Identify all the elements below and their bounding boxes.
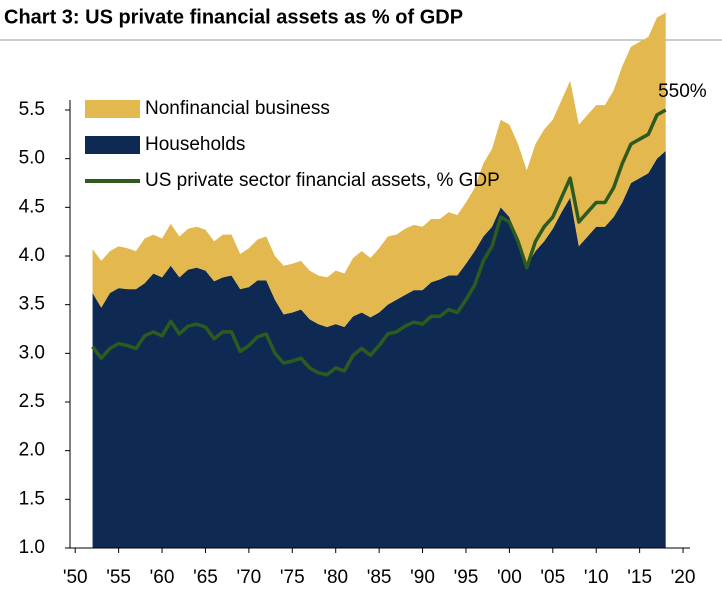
legend-label: Nonfinancial business	[145, 98, 330, 119]
y-tick-label: 2.0	[19, 440, 45, 461]
x-tick-label: '70	[236, 567, 261, 588]
x-tick-label: '15	[627, 567, 652, 588]
y-tick-label: 3.5	[19, 294, 45, 315]
x-tick-label: '50	[63, 567, 88, 588]
y-tick-label: 4.5	[19, 196, 45, 217]
x-tick-label: '55	[106, 567, 131, 588]
area	[92, 12, 666, 328]
y-tick-label: 2.5	[19, 391, 45, 412]
y-tick-label: 1.0	[19, 537, 45, 558]
y-tick-label: 5.5	[19, 99, 45, 120]
x-tick-label: '75	[280, 567, 305, 588]
x-tick-label: '10	[584, 567, 609, 588]
x-tick-label: '90	[410, 567, 435, 588]
annotation: 550%	[658, 81, 707, 102]
y-tick-label: 1.5	[19, 488, 45, 509]
legend-label: Households	[145, 134, 245, 155]
x-tick-label: '80	[323, 567, 348, 588]
x-tick-label: '95	[454, 567, 479, 588]
y-tick-label: 4.0	[19, 245, 45, 266]
area	[92, 150, 666, 548]
line	[91, 108, 667, 377]
x-tick-label: '05	[540, 567, 565, 588]
x-tick-label: '00	[497, 567, 522, 588]
x-tick-label: '20	[671, 567, 696, 588]
chart-title: Chart 3: US private financial assets as …	[4, 6, 463, 28]
legend-swatch	[85, 100, 140, 118]
x-tick-label: '65	[193, 567, 218, 588]
y-tick-label: 3.0	[19, 342, 45, 363]
legend-label: US private sector financial assets, % GD…	[145, 170, 500, 191]
y-tick-label: 5.0	[19, 148, 45, 169]
legend-swatch	[85, 136, 140, 154]
x-tick-label: '60	[150, 567, 175, 588]
x-tick-label: '85	[367, 567, 392, 588]
